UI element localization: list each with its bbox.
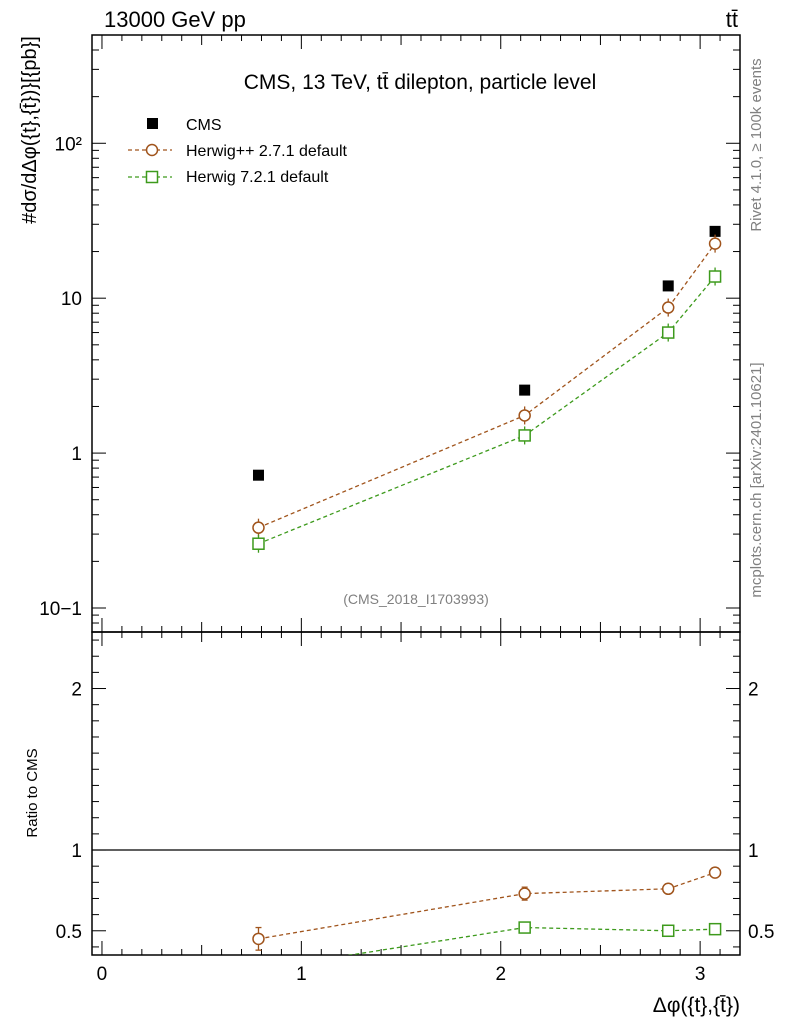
main-y-tick-label: 10 <box>61 289 82 310</box>
legend-marker-cms <box>147 118 158 129</box>
data-point-herwig7 <box>252 537 265 550</box>
ratio-point-herwigpp <box>661 882 675 896</box>
energy-label: 13000 GeV pp <box>104 7 246 32</box>
ratio-axis-ticks: 0 1 2 3 0.5 0.5 1 1 2 2 <box>56 632 774 985</box>
ratio-point-herwigpp <box>518 887 531 900</box>
plot-title: CMS, 13 TeV, tt̄ dilepton, particle leve… <box>244 71 597 94</box>
ratio-series-group <box>252 866 722 975</box>
data-point-cms <box>519 384 531 396</box>
ratio-y-tick-label-right: 2 <box>748 680 759 701</box>
legend-marker-herwigpp <box>145 143 159 157</box>
ratio-point-herwig7 <box>253 964 264 975</box>
ratio-point-herwigpp <box>252 932 265 946</box>
series-line-herwig7 <box>258 276 716 545</box>
analysis-watermark: (CMS_2018_I1703993) <box>343 591 489 607</box>
ratio-y-tick-label-left: 2 <box>71 680 82 701</box>
mcplots-label: mcplots.cern.ch [arXiv:2401.10621] <box>748 362 765 597</box>
data-point-herwigpp <box>252 521 265 534</box>
legend-label-herwigpp: Herwig++ 2.7.1 default <box>186 143 348 160</box>
data-point-herwig7 <box>518 429 531 442</box>
x-tick-label: 2 <box>495 964 506 985</box>
ratio-data-marks <box>92 849 740 975</box>
legend-marker-herwig7 <box>145 170 159 184</box>
data-point-cms <box>709 225 721 237</box>
x-tick-label: 0 <box>97 964 108 985</box>
x-axis-label: Δφ({t},{t̄}) <box>653 994 740 1017</box>
legend: CMS Herwig++ 2.7.1 default Herwig 7.2.1 … <box>128 117 348 186</box>
ratio-y-tick-label-left: 0.5 <box>56 922 82 943</box>
legend-label-herwig7: Herwig 7.2.1 default <box>186 169 329 186</box>
x-tick-label: 1 <box>296 964 307 985</box>
ratio-y-axis-label: Ratio to CMS <box>24 748 41 837</box>
ratio-line-herwigpp <box>258 872 716 940</box>
data-point-herwigpp <box>708 237 722 250</box>
main-y-tick-label: 10−1 <box>39 599 82 620</box>
main-y-axis-label: #dσ/dΔφ({t},{t̄})}[{pb}] <box>19 36 41 224</box>
ratio-line-herwig7 <box>346 926 716 955</box>
ratio-plot-frame <box>91 631 741 956</box>
rivet-label: Rivet 4.1.0, ≥ 100k events <box>748 58 765 231</box>
data-point-herwig7 <box>661 326 675 339</box>
ratio-point-herwig7 <box>661 924 675 938</box>
data-point-herwigpp <box>518 409 531 422</box>
ratio-y-tick-label-left: 1 <box>71 841 82 862</box>
ratio-y-tick-label-right: 0.5 <box>748 922 774 943</box>
data-point-herwig7 <box>708 270 722 283</box>
data-point-cms <box>252 469 264 481</box>
process-label: tt̄ <box>726 7 738 32</box>
ratio-point-herwig7 <box>518 921 531 934</box>
main-axis-ticks: 10−1 1 10 10² <box>39 34 740 633</box>
main-data-marks <box>252 225 722 553</box>
legend-label-cms: CMS <box>186 117 222 134</box>
data-point-herwigpp <box>661 301 675 314</box>
series-line-herwigpp <box>258 243 716 529</box>
ratio-point-herwig7 <box>708 922 722 936</box>
main-y-tick-label: 10² <box>55 134 82 155</box>
ratio-point-herwigpp <box>708 866 722 879</box>
main-y-tick-label: 1 <box>71 444 82 465</box>
ratio-y-tick-label-right: 1 <box>748 841 759 862</box>
x-tick-label: 3 <box>695 964 706 985</box>
data-point-cms <box>662 280 674 292</box>
